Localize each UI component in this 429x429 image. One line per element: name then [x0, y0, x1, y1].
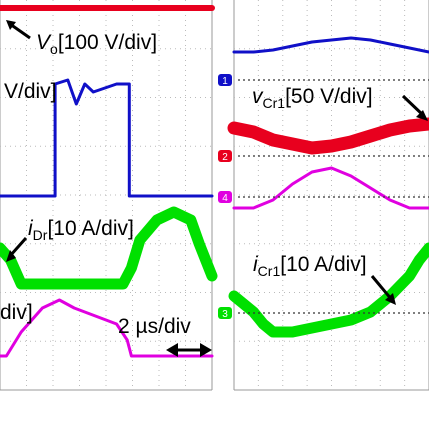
- channel-marker-label: 1: [222, 76, 228, 87]
- channel-marker-label: 2: [222, 152, 228, 163]
- vo-label: Vo[100 V/div]: [36, 31, 157, 57]
- icr1-arrow: [370, 275, 394, 301]
- time-arrow-left-head: [166, 343, 178, 357]
- icr1-arrow-head: [385, 293, 396, 305]
- waveform-trace: [0, 298, 214, 358]
- time-arrow-right-head: [200, 343, 212, 357]
- div-partial-label: div]: [0, 301, 33, 324]
- channel-marker-label: 4: [222, 193, 228, 204]
- waveform-trace: [232, 166, 429, 210]
- waveform-trace: [228, 242, 429, 338]
- time-scale-label: 2 µs/div: [118, 315, 191, 338]
- waveform-trace: [232, 36, 429, 54]
- idr-label: iDr[10 A/div]: [28, 217, 134, 243]
- icr1-label: iCr1[10 A/div]: [253, 253, 367, 279]
- channel-marker: [218, 150, 232, 162]
- channel-marker-label: 3: [222, 309, 228, 320]
- waveform-trace: [0, 206, 218, 290]
- channel-marker: [218, 74, 232, 86]
- vo-arrow: [9, 22, 31, 40]
- idr-arrow: [8, 237, 28, 257]
- vcr1-label: vCr1[50 V/div]: [252, 85, 373, 111]
- channel-marker: [218, 191, 232, 203]
- waveform-trace: [0, 78, 214, 198]
- waveform-trace: [227, 117, 429, 155]
- channel-marker: [218, 307, 232, 319]
- idr-arrow-head: [6, 250, 16, 262]
- v-partial-label: V/div]: [4, 80, 57, 103]
- vo-arrow-head: [6, 20, 16, 30]
- vcr1-arrow-head: [416, 110, 428, 121]
